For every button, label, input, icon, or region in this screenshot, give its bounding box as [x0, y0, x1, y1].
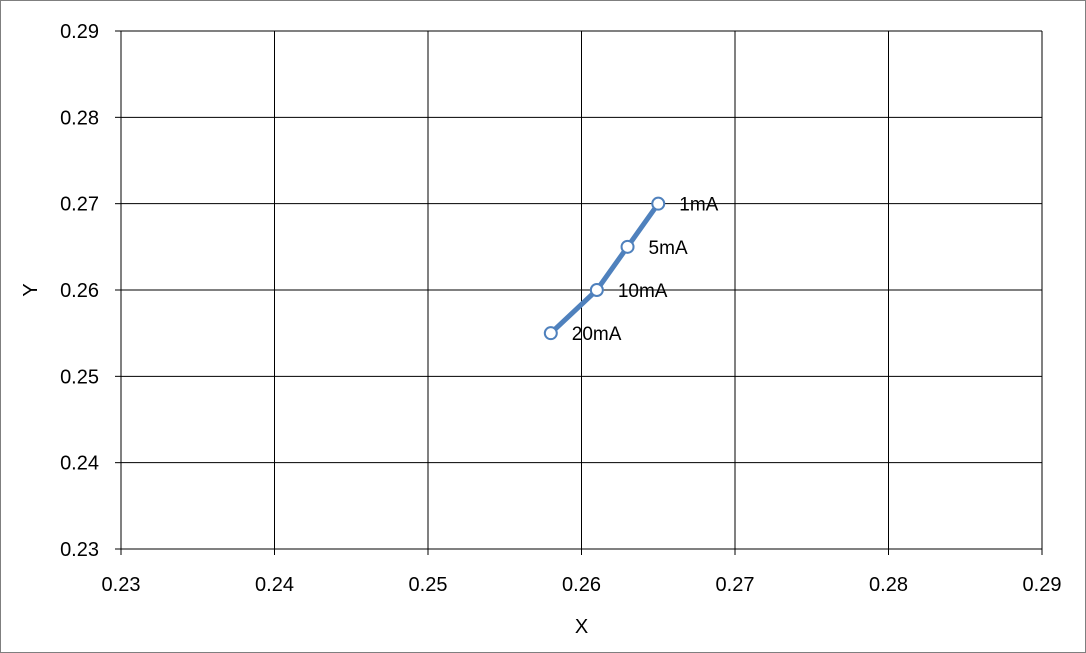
data-label: 5mA	[649, 238, 688, 259]
x-tick-label: 0.28	[869, 574, 908, 596]
y-tick-label: 0.23	[60, 539, 99, 561]
data-label: 10mA	[618, 281, 668, 302]
x-tick-label: 0.26	[562, 574, 601, 596]
tick-layer: 0.23 0.24 0.25 0.26 0.27 0.28 0.29 0.23 0.24 0.25…	[60, 21, 1061, 596]
series-line	[548, 201, 661, 336]
y-tick-label: 0.25	[60, 366, 99, 388]
x-tick-label: 0.24	[255, 574, 294, 596]
data-point	[620, 239, 635, 254]
series-layer	[543, 196, 666, 341]
y-tick-label: 0.29	[60, 21, 99, 43]
data-label: 1mA	[679, 195, 718, 216]
x-tick-label: 0.29	[1023, 574, 1062, 596]
data-point	[651, 196, 666, 211]
x-tick-label: 0.25	[409, 574, 448, 596]
label-layer: 1mA 5mA 10mA 20mA	[572, 195, 719, 345]
y-tick-label: 0.27	[60, 194, 99, 216]
x-tick-label: 0.27	[716, 574, 755, 596]
data-point	[543, 326, 558, 341]
y-axis-title: Y	[20, 283, 42, 296]
y-tick-label: 0.26	[60, 280, 99, 302]
x-axis-title: X	[575, 616, 588, 638]
x-tick-label: 0.23	[102, 574, 141, 596]
y-tick-label: 0.24	[60, 453, 99, 475]
data-point	[589, 283, 604, 297]
data-label: 20mA	[572, 324, 622, 345]
grid-layer	[115, 30, 1043, 555]
y-tick-label: 0.28	[60, 107, 99, 129]
